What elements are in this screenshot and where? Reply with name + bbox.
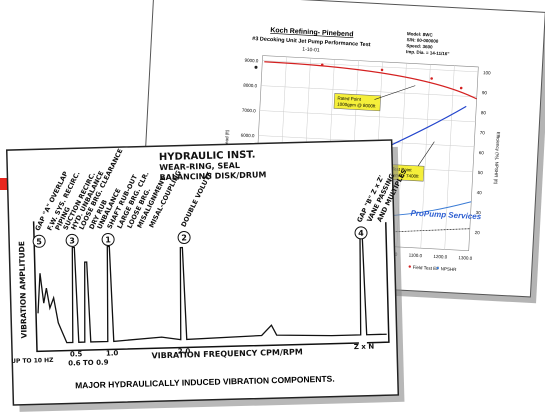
circle-number: 2 — [181, 233, 187, 242]
right-tick-label: 40 — [477, 190, 483, 195]
right-tick-label: 60 — [479, 150, 485, 155]
left-tick-label: 7000.0 — [242, 108, 257, 114]
x-tick-label: 1300.0 — [458, 255, 473, 261]
chart-date: 1-10-01 — [302, 47, 320, 54]
spectrum — [37, 229, 387, 344]
legend-swatch — [408, 265, 411, 268]
right-tick-label: 30 — [476, 210, 482, 215]
component-circle — [354, 226, 368, 240]
grid-line — [262, 60, 479, 73]
x-axis-label: VIBRATION FREQUENCY CPM/RPM — [151, 347, 303, 360]
head-point — [320, 63, 324, 67]
component-circle — [101, 232, 115, 246]
circle-number: 3 — [69, 236, 75, 245]
grid-line — [420, 64, 431, 249]
head-point — [430, 77, 433, 80]
x-tick-label: 1200.0 — [433, 254, 448, 260]
right-axis-label: Efficiency (%), NPSHR (ft) — [493, 132, 501, 185]
right-tick-label: 100 — [483, 70, 491, 75]
right-tick-label: 20 — [475, 230, 481, 235]
component-circle — [32, 234, 46, 248]
x-tick-label: 0.5 — [70, 350, 83, 358]
callout-arrow — [374, 85, 416, 100]
header-text: BALANCING DISK/DRUM — [159, 170, 266, 182]
right-tick-label: 90 — [482, 90, 488, 95]
grid-line — [261, 85, 477, 98]
callout-text: Rated Point — [337, 96, 361, 102]
brand: ProPump Services — [410, 209, 482, 222]
x-tick-label: 1100.0 — [409, 253, 423, 259]
callout-box — [333, 93, 381, 112]
chart-title: Koch Refining- Pinebend — [270, 27, 353, 38]
x-tick-label: UP TO 10 HZ — [11, 357, 54, 365]
spec-line: Imp. Dia. = 14-11/16" — [406, 49, 450, 56]
x-tick-label: 0.6 TO 0.9 — [68, 359, 109, 368]
legend-label: Field Test Eff — [413, 265, 440, 271]
card — [5, 139, 400, 406]
left-tick-label: 6000.0 — [241, 133, 256, 139]
grid-line — [444, 65, 455, 250]
right-tick-label: 80 — [481, 110, 487, 115]
y-axis-label: VIBRATION AMPLITUDE — [17, 241, 29, 339]
head-curve — [264, 61, 477, 100]
header-text: HYDRAULIC INST. — [159, 150, 256, 164]
circle-number: 1 — [105, 235, 111, 244]
grid-line — [259, 110, 476, 123]
header-text: WEAR-RING, SEAL — [159, 161, 240, 172]
legend-swatch — [436, 266, 439, 270]
x-tick-label: Z x N — [354, 343, 375, 352]
circle-number: 4 — [358, 229, 364, 238]
head-point — [459, 86, 463, 90]
head-point — [380, 68, 384, 72]
component-circle — [65, 233, 79, 247]
component-circle — [177, 230, 191, 244]
spec-line: Speed: 3600 — [406, 43, 433, 49]
circle-number: 5 — [36, 237, 42, 246]
x-tick-label: 2.0 — [178, 347, 191, 355]
spec-line: Model: 8WC — [407, 31, 434, 37]
spec-line: S/N: 00-000000 — [407, 37, 439, 44]
callout-arrow — [417, 141, 435, 167]
callout-text: 1000gpm @ 8000ft — [337, 102, 376, 109]
left-tick-label: 9000.0 — [244, 58, 259, 64]
vibration-chart-card: HYDRAULIC INST.WEAR-RING, SEALBALANCING … — [5, 139, 408, 412]
callout-text: 1100gpm @ 7400ft — [380, 172, 419, 179]
point — [254, 65, 258, 69]
test-curve — [383, 228, 470, 233]
frame — [32, 221, 390, 353]
right-tick-label: 70 — [480, 130, 486, 135]
left-tick-label: 8000.0 — [243, 83, 258, 89]
right-tick-label: 50 — [478, 170, 484, 175]
x-tick-label: 1.0 — [106, 349, 119, 357]
legend-label: NPSHR — [441, 266, 458, 272]
